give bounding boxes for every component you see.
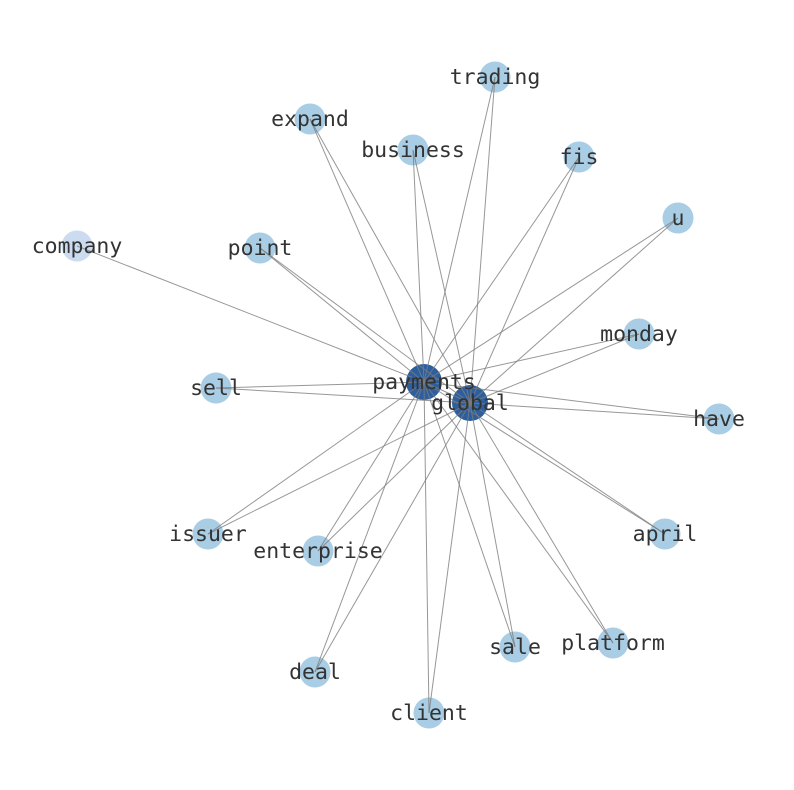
graph-node-label-point: point [228, 236, 293, 261]
graph-node-label-payments: payments [372, 370, 476, 395]
graph-edge-enterprise-payments [317, 381, 425, 552]
graph-edge-client-payments [423, 381, 430, 714]
graph-node-label-sale: sale [489, 635, 541, 660]
graph-edge-business-global [412, 149, 471, 404]
graph-edge-client-global [428, 402, 471, 714]
graph-edge-u-global [469, 217, 679, 404]
graph-edge-u-payments [423, 217, 679, 383]
graph-edge-sale-payments [423, 381, 516, 648]
graph-node-label-monday: monday [600, 322, 678, 347]
graph-node-label-company: company [32, 234, 123, 259]
graph-edge-platform-global [469, 402, 614, 644]
graph-edge-platform-payments [423, 381, 614, 644]
graph-edge-issuer-payments [207, 381, 425, 535]
graph-node-label-expand: expand [271, 107, 349, 132]
graph-edge-enterprise-global [317, 402, 471, 552]
graph-edge-trading-global [469, 76, 496, 404]
graph-edge-april-payments [423, 381, 666, 535]
graph-node-label-platform: platform [561, 631, 665, 656]
graph-edge-business-payments [412, 149, 425, 383]
graph-edge-deal-payments [314, 381, 425, 673]
graph-node-label-have: have [693, 407, 745, 432]
graph-edge-point-global [259, 247, 471, 404]
graph-edge-expand-global [309, 118, 471, 404]
graph-node-label-u: u [672, 206, 685, 231]
graph-edge-point-payments [259, 247, 425, 383]
graph-node-label-global: global [431, 391, 509, 416]
graph-edge-sale-global [469, 402, 516, 648]
graph-node-label-client: client [390, 701, 468, 726]
graph-edge-issuer-global [207, 402, 471, 535]
graph-edge-monday-payments [423, 333, 640, 383]
graph-edge-have-global [469, 402, 720, 420]
graph-node-label-trading: trading [450, 65, 541, 90]
graph-node-label-fis: fis [560, 145, 599, 170]
graph-edge-april-global [469, 402, 666, 535]
graph-edge-expand-payments [309, 118, 425, 383]
graph-edge-deal-global [314, 402, 471, 673]
graph-edge-company-payments [76, 245, 425, 383]
graph-edge-trading-payments [423, 76, 496, 383]
graph-edge-sell-payments [215, 381, 425, 389]
graph-edge-fis-payments [423, 156, 580, 383]
graph-node-label-issuer: issuer [169, 522, 247, 547]
graph-edge-sell-global [215, 387, 471, 404]
graph-edge-have-payments [423, 381, 720, 420]
graph-node-label-enterprise: enterprise [253, 539, 382, 564]
graph-edge-fis-global [469, 156, 580, 404]
graph-edge-payments-global [423, 381, 471, 404]
graph-node-label-sell: sell [190, 376, 242, 401]
graph-node-label-business: business [361, 138, 465, 163]
graph-node-label-deal: deal [289, 660, 341, 685]
graph-node-label-april: april [633, 522, 698, 547]
edges-layer [76, 76, 720, 714]
node-labels-layer: trading expand business fis u company point mon… [32, 65, 745, 726]
